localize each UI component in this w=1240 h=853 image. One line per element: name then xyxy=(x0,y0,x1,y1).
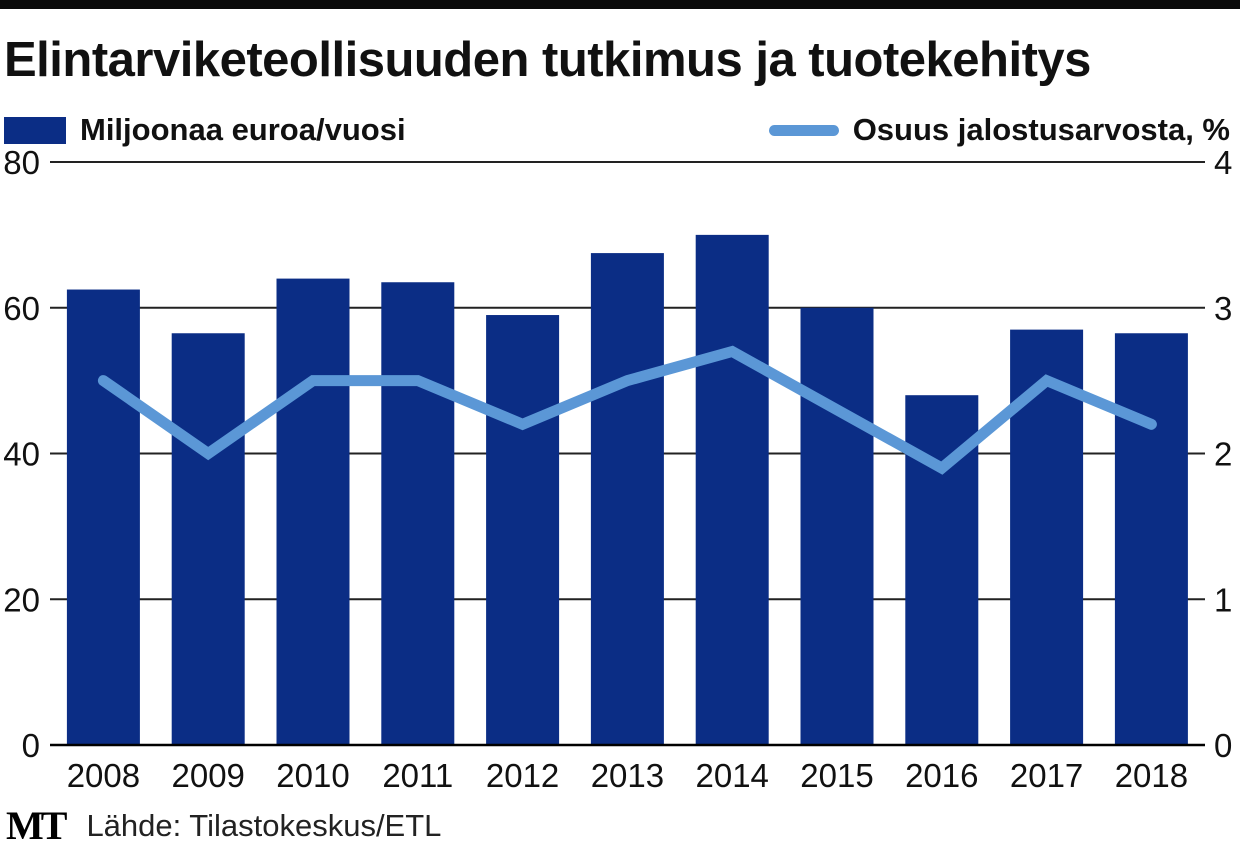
x-tick-label: 2014 xyxy=(695,757,768,794)
x-tick-label: 2017 xyxy=(1010,757,1083,794)
bar xyxy=(171,333,245,745)
y-left-tick: 20 xyxy=(3,581,40,618)
y-right-tick: 3 xyxy=(1214,290,1232,327)
bar xyxy=(800,307,874,745)
legend-line: Osuus jalostusarvosta, % xyxy=(768,110,1230,150)
y-left-tick: 0 xyxy=(22,727,40,764)
top-rule xyxy=(0,0,1240,9)
legend-bars-label: Miljoonaa euroa/vuosi xyxy=(80,112,406,147)
chart-title: Elintarviketeollisuuden tutkimus ja tuot… xyxy=(4,33,1091,87)
mt-logo: MT xyxy=(6,803,67,848)
x-tick-label: 2011 xyxy=(382,757,453,794)
bar xyxy=(381,282,455,745)
y-right-tick: 1 xyxy=(1214,581,1232,618)
y-left-tick: 80 xyxy=(3,144,40,181)
y-right-tick: 2 xyxy=(1214,436,1232,473)
x-tick-label: 2010 xyxy=(276,757,349,794)
x-tick-label: 2008 xyxy=(67,757,140,794)
bar xyxy=(1114,333,1188,745)
y-right-tick: 4 xyxy=(1214,144,1232,181)
y-right-tick: 0 xyxy=(1214,727,1232,764)
legend-bars: Miljoonaa euroa/vuosi xyxy=(4,110,406,150)
bar xyxy=(66,289,140,745)
footer: MT Lähde: Tilastokeskus/ETL xyxy=(6,806,441,846)
source-note: Lähde: Tilastokeskus/ETL xyxy=(86,808,442,843)
bar xyxy=(276,278,350,745)
x-tick-label: 2016 xyxy=(905,757,978,794)
bar xyxy=(486,315,560,745)
bar xyxy=(695,234,769,745)
x-tick-label: 2013 xyxy=(591,757,664,794)
legend-line-label: Osuus jalostusarvosta, % xyxy=(852,112,1230,147)
x-tick-label: 2018 xyxy=(1115,757,1188,794)
x-tick-label: 2012 xyxy=(486,757,559,794)
x-tick-label: 2015 xyxy=(800,757,873,794)
x-tick-label: 2009 xyxy=(171,757,244,794)
bar xyxy=(590,253,664,745)
legend-line-swatch xyxy=(768,124,839,136)
y-left-tick: 40 xyxy=(3,436,40,473)
y-left-tick: 60 xyxy=(3,290,40,327)
legend-bar-swatch xyxy=(4,116,66,144)
